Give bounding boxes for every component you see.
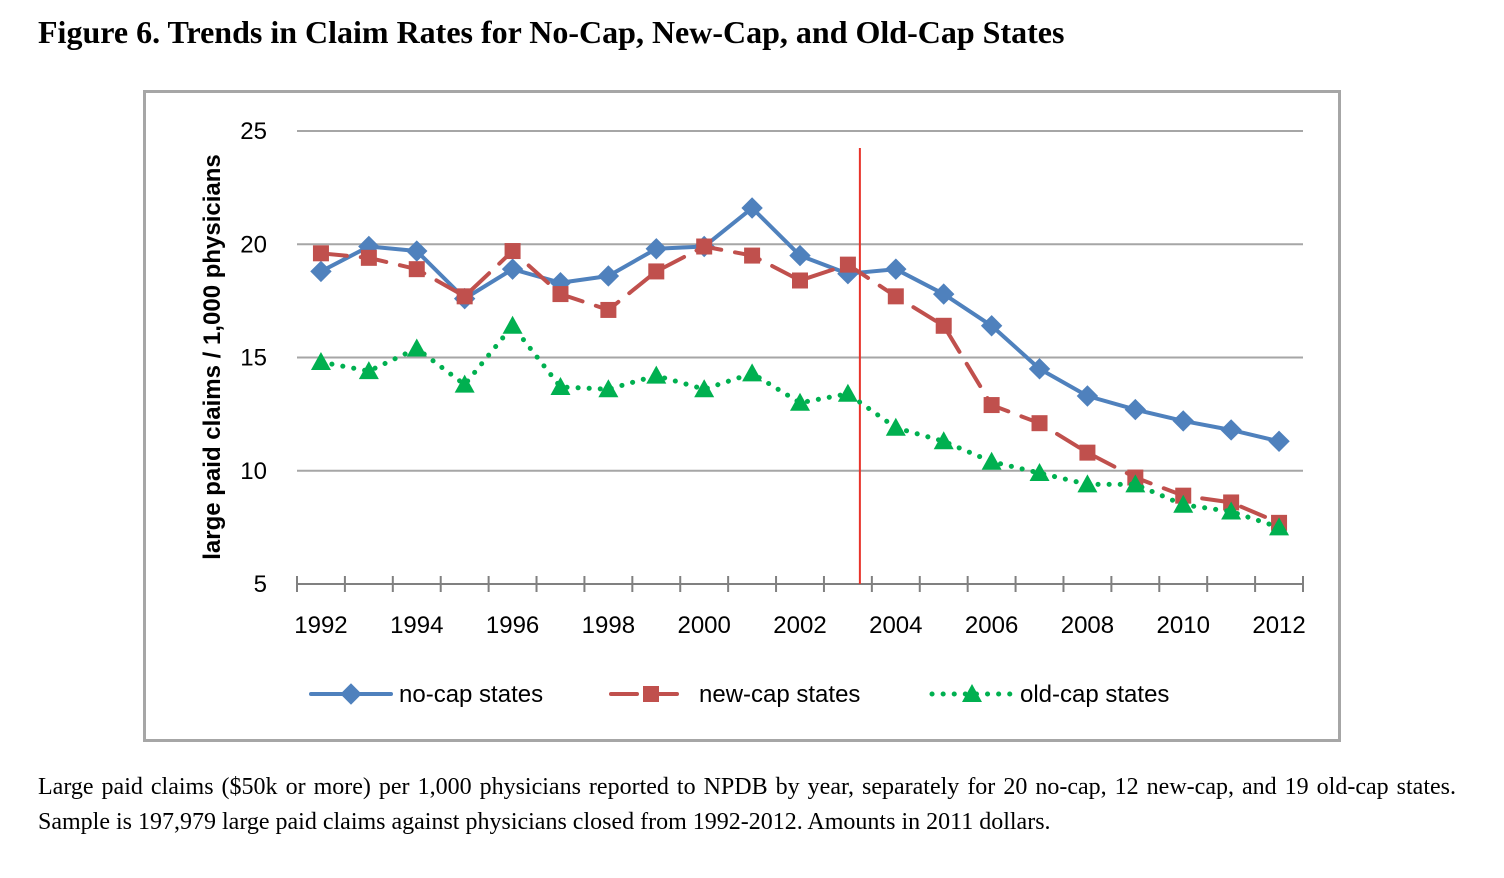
data-point	[454, 374, 475, 393]
data-point	[645, 238, 667, 260]
data-point	[1269, 517, 1290, 536]
legend: no-cap states new-cap states old-cap state…	[309, 681, 1169, 708]
data-point	[1221, 501, 1242, 520]
data-point	[310, 352, 331, 371]
data-point	[887, 288, 904, 305]
data-point	[885, 258, 907, 280]
x-tick-label: 2008	[1061, 612, 1114, 639]
data-point	[1124, 398, 1147, 421]
y-tick-label: 5	[254, 571, 267, 598]
legend-marker	[643, 686, 659, 702]
x-tick-label: 1998	[582, 612, 635, 639]
data-point	[406, 338, 427, 357]
data-point	[839, 256, 856, 273]
data-point	[1172, 410, 1194, 432]
data-point	[790, 392, 810, 411]
legend-item: new-cap states	[609, 681, 860, 708]
data-point	[1173, 494, 1194, 513]
data-point	[792, 272, 808, 289]
y-tick-label: 10	[240, 458, 267, 485]
data-point	[696, 238, 713, 255]
x-tick-label: 2012	[1252, 612, 1305, 639]
data-point	[1125, 474, 1146, 493]
series-layer	[310, 197, 1290, 536]
axes: 5 10 15 20 25 1992 1994 1996 1998 2000 2002 2004 200…	[240, 118, 1305, 639]
chart-frame: 5 10 15 20 25 1992 1994 1996 1998 2000 2002 2004 200…	[143, 90, 1341, 742]
data-point	[837, 383, 858, 402]
series-line	[318, 323, 1282, 530]
data-point	[597, 265, 620, 287]
series-old-cap-states	[310, 315, 1290, 536]
x-tick-label: 2002	[773, 612, 826, 639]
data-point	[1031, 415, 1048, 432]
data-point	[648, 263, 665, 280]
y-tick-label: 15	[240, 345, 267, 372]
y-tick-label: 20	[240, 231, 267, 258]
y-axis-label: large paid claims / 1,000 physicians	[199, 154, 226, 560]
data-point	[501, 258, 524, 280]
series-line	[318, 244, 1282, 525]
data-point	[1076, 385, 1099, 407]
gridlines	[297, 130, 1303, 472]
x-tick-label: 1992	[294, 612, 347, 639]
data-point	[456, 288, 473, 305]
x-tick-label: 2000	[677, 612, 730, 639]
data-point	[1077, 474, 1098, 493]
data-point	[933, 283, 955, 305]
data-point	[885, 417, 906, 436]
data-point	[408, 261, 425, 278]
legend-label: no-cap states	[399, 681, 543, 708]
data-point	[358, 361, 379, 380]
legend-marker	[340, 683, 362, 705]
data-point	[552, 286, 569, 303]
x-tick-label: 1996	[486, 612, 539, 639]
data-point	[744, 247, 761, 264]
data-point	[312, 245, 329, 262]
data-point	[933, 431, 954, 450]
data-point	[935, 317, 952, 334]
figure-title: Figure 6. Trends in Claim Rates for No-C…	[38, 14, 1065, 50]
figure-caption: Large paid claims ($50k or more) per 1,0…	[38, 774, 1456, 835]
data-point	[502, 315, 523, 334]
series-no-cap-states	[310, 197, 1290, 453]
x-tick-label: 2004	[869, 612, 922, 639]
x-tick-label: 2006	[965, 612, 1018, 639]
data-point	[694, 379, 715, 398]
data-point	[1028, 358, 1051, 380]
legend-item: no-cap states	[309, 681, 543, 708]
data-point	[550, 376, 571, 395]
data-point	[1079, 444, 1096, 461]
data-point	[983, 397, 1000, 414]
data-point	[406, 240, 428, 262]
data-point	[980, 315, 1003, 337]
data-point	[981, 451, 1002, 470]
data-point	[1220, 419, 1242, 441]
data-point	[742, 363, 763, 382]
legend-item: old-cap states	[929, 681, 1169, 708]
data-point	[1029, 463, 1050, 482]
series-new-cap-states	[312, 238, 1288, 531]
data-point	[600, 301, 617, 318]
legend-marker	[962, 684, 982, 702]
x-tick-label: 1994	[390, 612, 443, 639]
y-tick-label: 25	[240, 118, 267, 145]
data-point	[504, 243, 521, 260]
data-point	[789, 244, 811, 267]
x-tick-label: 2010	[1157, 612, 1210, 639]
data-point	[310, 260, 332, 283]
data-point	[646, 365, 667, 384]
data-point	[1268, 430, 1290, 453]
legend-label: new-cap states	[699, 681, 860, 708]
data-point	[360, 249, 377, 266]
data-point	[598, 379, 619, 398]
data-point	[741, 197, 763, 219]
legend-label: old-cap states	[1020, 681, 1169, 708]
line-chart: 5 10 15 20 25 1992 1994 1996 1998 2000 2002 2004 200…	[199, 118, 1306, 708]
